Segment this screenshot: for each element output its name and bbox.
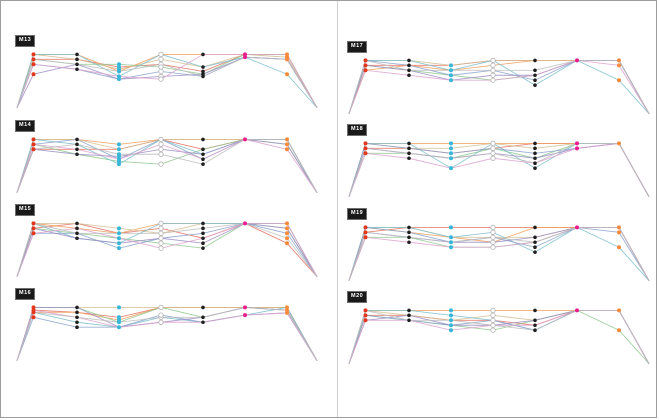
panel-label-badge: M19 [347,208,368,220]
panel-row2-right: M18 [345,124,657,216]
parallel-coordinates-plot [345,215,653,300]
panel-label-badge: M17 [347,41,368,53]
parallel-coordinates-plot [13,211,321,296]
panel-label-badge: M15 [15,204,36,216]
parallel-coordinates-plot [13,42,321,127]
column-divider [337,1,338,417]
panel-row2-left: M14 [13,120,325,212]
parallel-coordinates-plot [345,48,653,133]
panel-label-badge: M20 [347,291,368,303]
parallel-coordinates-plot [345,131,653,216]
panel-label-badge: M16 [15,288,36,300]
parallel-coordinates-plot [13,295,321,380]
panel-label-badge: M18 [347,124,368,136]
panel-label-badge: M14 [15,120,36,132]
panel-label-badge: M13 [15,35,36,47]
parallel-coordinates-plot [13,127,321,212]
panel-row4-right: M20 [345,291,657,383]
parallel-coordinates-plot [345,298,653,383]
panel-row3-left: M15 [13,204,325,296]
panel-row1-left: M13 [13,35,325,127]
panel-row3-right: M19 [345,208,657,300]
panel-row4-left: M16 [13,288,325,380]
panel-row1-right: M17 [345,41,657,133]
